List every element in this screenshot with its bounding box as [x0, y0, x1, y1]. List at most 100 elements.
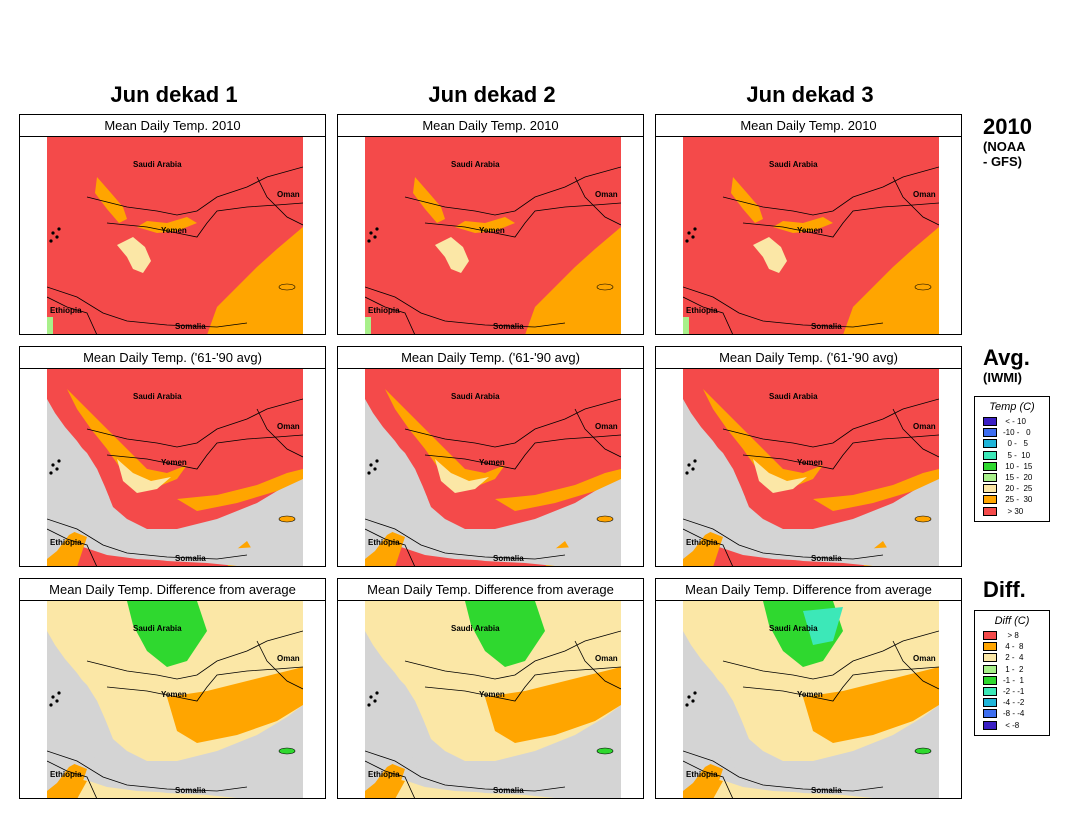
mild-region [753, 237, 787, 273]
island-3 [57, 691, 61, 695]
border-oman [574, 640, 621, 690]
temp-legend-label: 15 - 20 [1003, 473, 1033, 483]
map-image: Saudi Arabia Oman Yemen Ethiopia Somalia [683, 369, 939, 566]
border-yemen [742, 202, 939, 238]
row-label-avg-source: (IWMI) [983, 370, 1022, 385]
border-horn [47, 750, 248, 792]
panel-title: Mean Daily Temp. Difference from average [656, 579, 961, 601]
diff-legend: Diff (C) > 8 4 - 8 2 - 4 1 - 2 -1 - 1 -2 -… [974, 610, 1050, 736]
place-label-ethiopia: Ethiopia [50, 770, 82, 779]
red-sea [683, 631, 749, 791]
diff-legend-label: -2 - -1 [1003, 687, 1025, 697]
place-label-oman: Oman [595, 422, 618, 431]
border-yemen [424, 666, 621, 702]
map-image: Saudi Arabia Oman Yemen Ethiopia Somalia [683, 137, 939, 334]
diff-legend-swatch [983, 642, 997, 652]
map-panel-r2-c2: Mean Daily Temp. ('61-'90 avg) Saudi Arab… [337, 346, 644, 567]
green-edge [365, 317, 371, 334]
temp-legend-title: Temp (C) [989, 401, 1035, 413]
diff-legend-item: 1 - 2 [975, 664, 1049, 675]
temp-legend-item: > 30 [975, 506, 1049, 517]
map-panel-r2-c1: Mean Daily Temp. ('61-'90 avg) Saudi Arab… [19, 346, 326, 567]
gulf-of-aden [91, 749, 303, 798]
place-label-oman: Oman [277, 654, 300, 663]
island-0 [687, 463, 691, 467]
diff-legend-label: > 8 [1003, 631, 1019, 641]
map-image: Saudi Arabia Oman Yemen Ethiopia Somalia [683, 601, 939, 798]
border-yemen [424, 202, 621, 238]
place-label-somalia: Somalia [175, 786, 206, 795]
orange-anomaly [167, 667, 303, 743]
place-label-somalia: Somalia [175, 554, 206, 563]
border-saudi [404, 398, 621, 448]
diff-legend-item: 4 - 8 [975, 641, 1049, 652]
temp-legend-label: 20 - 25 [1003, 484, 1033, 494]
socotra-island [596, 515, 614, 523]
mild-region [117, 459, 171, 493]
place-label-oman: Oman [913, 422, 936, 431]
border-saudi [404, 630, 621, 680]
place-label-saudi: Saudi Arabia [133, 160, 182, 169]
border-horn [683, 518, 884, 560]
socotra-island [914, 283, 932, 291]
temp-legend-label: 25 - 30 [1003, 495, 1033, 505]
warm-region [207, 227, 303, 334]
panel-title: Mean Daily Temp. ('61-'90 avg) [656, 347, 961, 369]
warm-region [843, 227, 939, 334]
temp-legend-label: 10 - 15 [1003, 461, 1033, 471]
land-region [47, 369, 303, 529]
place-label-saudi: Saudi Arabia [769, 624, 818, 633]
land-region [683, 369, 939, 529]
place-label-saudi: Saudi Arabia [451, 160, 500, 169]
temp-legend-label: < - 10 [1003, 417, 1026, 427]
south-land [683, 771, 893, 798]
place-label-ethiopia: Ethiopia [686, 538, 718, 547]
gulf-of-aden [409, 749, 621, 798]
red-sea [47, 399, 113, 559]
border-saudi [86, 630, 303, 680]
diff-legend-label: -8 - -4 [1003, 709, 1025, 719]
place-label-saudi: Saudi Arabia [451, 392, 500, 401]
island-1 [55, 235, 59, 239]
warm-ridge [731, 177, 763, 223]
warm-ridge [95, 177, 127, 223]
map-panel-r1-c2: Mean Daily Temp. 2010 Saudi Arabia Oman Yem… [337, 114, 644, 335]
warm-band [137, 217, 197, 233]
temp-legend-item: 0 - 5 [975, 438, 1049, 449]
border-horn [683, 286, 884, 328]
temp-legend-label: > 30 [1003, 506, 1024, 516]
south-land [47, 771, 257, 798]
gulf-of-aden [727, 517, 939, 566]
temp-legend-item: 10 - 15 [975, 461, 1049, 472]
row-label-2010-source-1: (NOAA [983, 139, 1026, 154]
row-label-diff-title: Diff. [983, 577, 1026, 602]
diff-legend-label: 4 - 8 [1003, 642, 1024, 652]
place-label-ethiopia: Ethiopia [686, 306, 718, 315]
place-label-somalia: Somalia [493, 786, 524, 795]
island-3 [693, 227, 697, 231]
island-1 [691, 699, 695, 703]
map-image: Saudi Arabia Oman Yemen Ethiopia Somalia [365, 137, 621, 334]
border-horn [365, 286, 566, 328]
south-land [365, 539, 575, 566]
border-oman [574, 176, 621, 226]
place-label-yemen: Yemen [161, 458, 187, 467]
island-0 [51, 231, 55, 235]
island-0 [51, 463, 55, 467]
border-yemen [742, 434, 939, 470]
panel-title: Mean Daily Temp. 2010 [338, 115, 643, 137]
gulf-of-aden [409, 517, 621, 566]
warm-band [703, 389, 823, 487]
place-label-yemen: Yemen [479, 690, 505, 699]
place-label-yemen: Yemen [797, 690, 823, 699]
temp-legend-label: -10 - 0 [1003, 428, 1031, 438]
coastal-warm [495, 469, 621, 511]
place-label-oman: Oman [277, 422, 300, 431]
temp-legend-item: -10 - 0 [975, 427, 1049, 438]
diff-legend-swatch [983, 675, 997, 685]
border-ethiopia [47, 528, 97, 566]
island-0 [687, 695, 691, 699]
place-label-somalia: Somalia [811, 786, 842, 795]
warm-region [525, 227, 621, 334]
border-horn [47, 286, 248, 328]
